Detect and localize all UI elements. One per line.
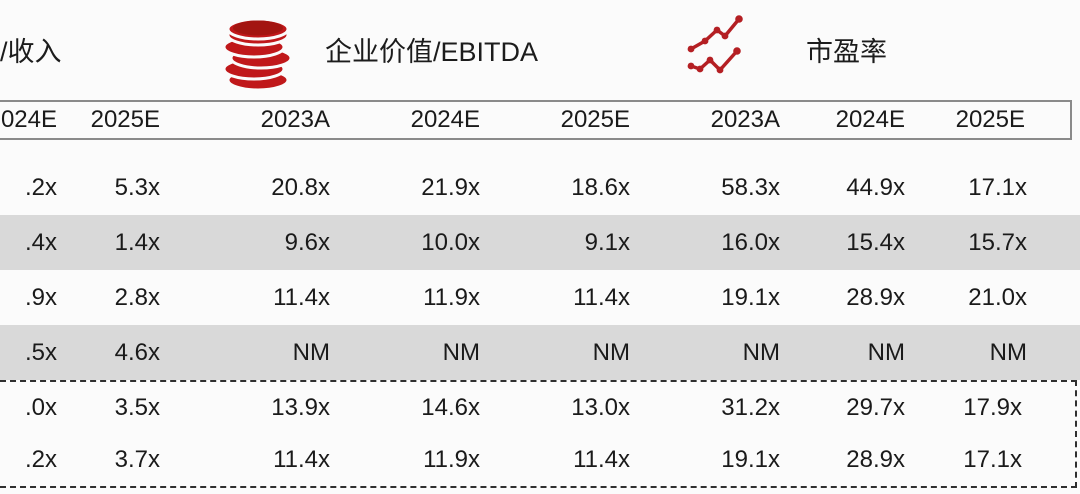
table-cell: 17.1x	[968, 173, 1027, 201]
table-cell: 5.3x	[114, 173, 160, 201]
legend-ev-ebitda-label: 企业价值/EBITDA	[325, 37, 539, 67]
table-cell: .9x	[24, 283, 57, 311]
table-cell: 11.9x	[423, 283, 480, 311]
column-header: 2025E	[560, 106, 630, 133]
table-row: .2x 5.3x 20.8x 21.9x 18.6x 58.3x 44.9x 1…	[0, 160, 1080, 215]
table-cell: 58.3x	[721, 173, 780, 201]
table-cell: NM	[989, 338, 1027, 366]
table-cell: 29.7x	[846, 394, 905, 421]
table-cell: 3.5x	[114, 394, 160, 421]
table-cell: 19.1x	[721, 283, 780, 311]
table-cell: 20.8x	[271, 173, 330, 201]
table-row: .4x 1.4x 9.6x 10.0x 9.1x 16.0x 15.4x 15.…	[0, 215, 1080, 270]
table-cell: 3.7x	[114, 446, 160, 473]
column-header: 2023A	[710, 106, 780, 133]
table-cell: 9.6x	[284, 228, 330, 256]
column-header: 2023A	[260, 106, 330, 133]
table-cell: .2x	[24, 446, 57, 473]
table-cell: NM	[292, 338, 330, 366]
column-header: 2025E	[955, 106, 1025, 133]
table-cell: 21.0x	[968, 283, 1027, 311]
table-row: .0x 3.5x 13.9x 14.6x 13.0x 31.2x 29.7x 1…	[0, 382, 1075, 434]
table-cell: .5x	[24, 338, 57, 366]
table-cell: .0x	[24, 394, 57, 421]
table-cell: 11.4x	[273, 283, 330, 311]
table-cell: 13.0x	[571, 394, 630, 421]
coin-stack-icon	[222, 8, 296, 96]
table-cell: NM	[592, 338, 630, 366]
table-cell: 15.7x	[968, 228, 1027, 256]
table-cell: 17.1x	[963, 446, 1022, 473]
table-cell: .2x	[24, 173, 57, 201]
table-cell: 17.9x	[963, 394, 1022, 421]
column-header: 024E	[0, 106, 57, 133]
table-cell: 11.9x	[423, 446, 480, 473]
column-header: 2025E	[90, 106, 160, 133]
table-cell: 13.9x	[271, 394, 330, 421]
table-cell: 14.6x	[421, 394, 480, 421]
table-cell: 10.0x	[421, 228, 480, 256]
table-cell: .4x	[24, 228, 57, 256]
table-cell: 11.4x	[273, 446, 330, 473]
column-header: 2024E	[410, 106, 480, 133]
table-cell: 31.2x	[721, 394, 780, 421]
table-cell: 1.4x	[114, 228, 160, 256]
line-chart-icon	[687, 13, 763, 77]
table-cell: NM	[742, 338, 780, 366]
column-header: 2024E	[835, 106, 905, 133]
table-cell: 16.0x	[721, 228, 780, 256]
table-row: .2x 3.7x 11.4x 11.9x 11.4x 19.1x 28.9x 1…	[0, 434, 1075, 486]
table-cell: NM	[867, 338, 905, 366]
table-cell: 15.4x	[846, 228, 905, 256]
table-cell: 18.6x	[571, 173, 630, 201]
table-cell: 28.9x	[846, 283, 905, 311]
table-cell: 44.9x	[846, 173, 905, 201]
table-cell: 9.1x	[584, 228, 630, 256]
table-cell: 11.4x	[573, 446, 630, 473]
legend-pe-ratio-label: 市盈率	[806, 37, 887, 67]
header-gap	[0, 140, 1080, 160]
table-row: .5x 4.6x NM NM NM NM NM NM	[0, 325, 1080, 380]
table-cell: 2.8x	[114, 283, 160, 311]
table-cell: 19.1x	[721, 446, 780, 473]
legend-ev-revenue-label: /收入	[0, 37, 62, 67]
table-cell: 11.4x	[573, 283, 630, 311]
valuation-table: 024E 2025E 2023A 2024E 2025E 2023A 2024E…	[0, 100, 1080, 488]
table-cell: NM	[442, 338, 480, 366]
summary-rows-box: .0x 3.5x 13.9x 14.6x 13.0x 31.2x 29.7x 1…	[0, 380, 1077, 488]
table-row: .9x 2.8x 11.4x 11.9x 11.4x 19.1x 28.9x 2…	[0, 270, 1080, 325]
table-cell: 4.6x	[114, 338, 160, 366]
table-header-row: 024E 2025E 2023A 2024E 2025E 2023A 2024E…	[0, 100, 1072, 140]
table-cell: 28.9x	[846, 446, 905, 473]
table-cell: 21.9x	[421, 173, 480, 201]
